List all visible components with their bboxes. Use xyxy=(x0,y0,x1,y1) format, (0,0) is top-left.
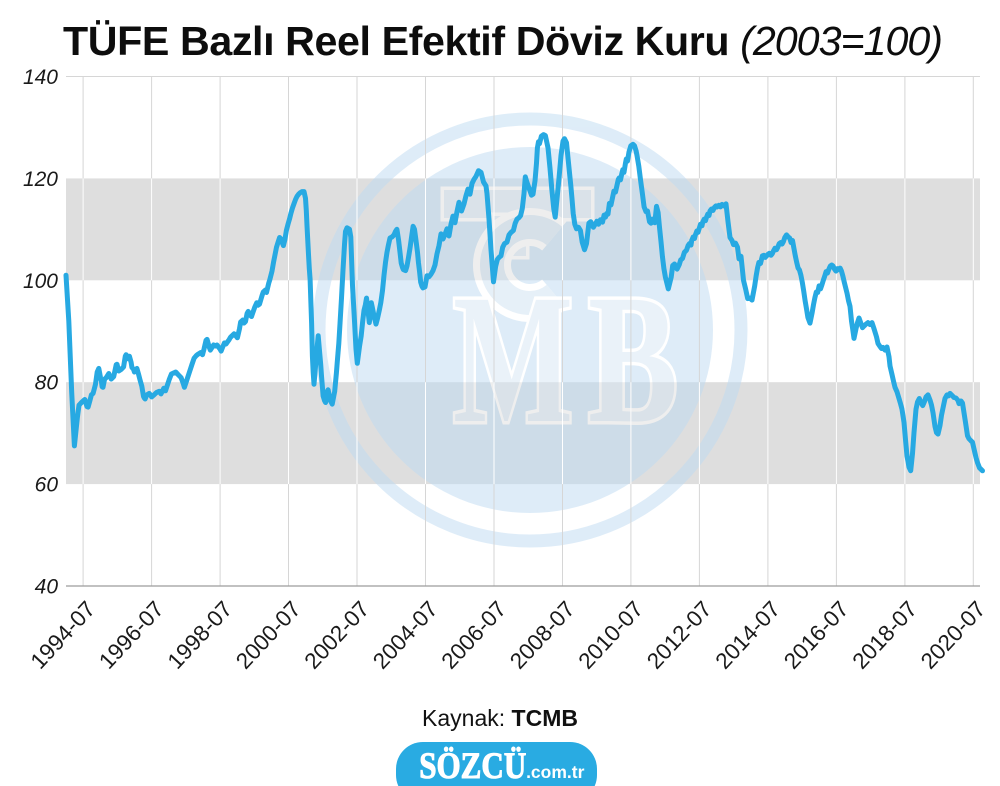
svg-text:60: 60 xyxy=(35,474,59,497)
svg-text:40: 40 xyxy=(35,575,59,598)
svg-text:1996-07: 1996-07 xyxy=(94,596,169,673)
svg-text:1998-07: 1998-07 xyxy=(163,596,238,673)
svg-text:2006-07: 2006-07 xyxy=(437,596,512,673)
svg-text:80: 80 xyxy=(35,372,59,395)
svg-text:2016-07: 2016-07 xyxy=(779,596,854,673)
svg-text:140: 140 xyxy=(23,66,58,89)
svg-text:2000-07: 2000-07 xyxy=(231,596,306,673)
svg-text:2014-07: 2014-07 xyxy=(710,596,785,673)
svg-text:120: 120 xyxy=(23,168,58,191)
svg-text:2020-07: 2020-07 xyxy=(916,596,991,673)
svg-text:2004-07: 2004-07 xyxy=(368,596,443,673)
svg-text:B: B xyxy=(588,257,678,462)
svg-text:2018-07: 2018-07 xyxy=(847,596,922,673)
svg-text:2008-07: 2008-07 xyxy=(505,596,580,673)
svg-text:M: M xyxy=(453,257,573,462)
svg-text:2012-07: 2012-07 xyxy=(642,596,717,673)
svg-text:1994-07: 1994-07 xyxy=(26,596,101,673)
svg-text:2002-07: 2002-07 xyxy=(300,596,375,673)
svg-text:100: 100 xyxy=(23,270,58,293)
svg-text:2010-07: 2010-07 xyxy=(573,596,648,673)
